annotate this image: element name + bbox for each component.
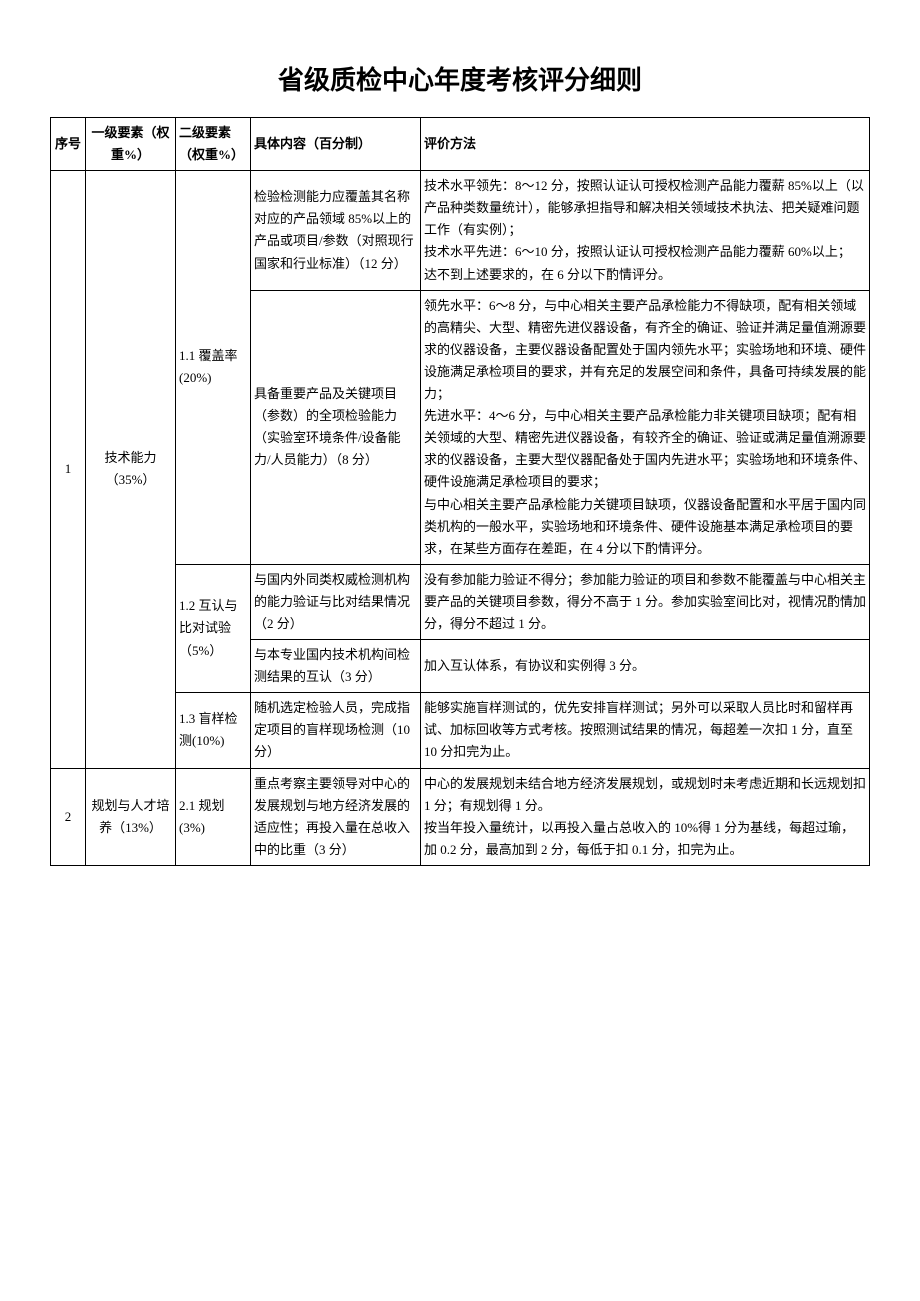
cell-content-21: 重点考察主要领导对中心的发展规划与地方经济发展的适应性；再投入量在总收入中的比重… <box>251 768 421 865</box>
cell-content-11a: 检验检测能力应覆盖其名称对应的产品领域 85%以上的产品或项目/参数（对照现行国… <box>251 171 421 290</box>
page-title: 省级质检中心年度考核评分细则 <box>50 60 870 97</box>
table-row: 1 技术能力（35%） 1.1 覆盖率(20%) 检验检测能力应覆盖其名称对应的… <box>51 171 870 290</box>
cell-l2-21: 2.1 规划(3%) <box>176 768 251 865</box>
header-l1: 一级要素（权重%） <box>86 118 176 171</box>
header-eval: 评价方法 <box>421 118 870 171</box>
cell-eval-12a: 没有参加能力验证不得分；参加能力验证的项目和参数不能覆盖与中心相关主要产品的关键… <box>421 564 870 639</box>
header-seq: 序号 <box>51 118 86 171</box>
cell-l1-1: 技术能力（35%） <box>86 171 176 768</box>
cell-seq-1: 1 <box>51 171 86 768</box>
cell-l2-12: 1.2 互认与比对试验（5%） <box>176 564 251 692</box>
cell-eval-11b: 领先水平：6～8 分，与中心相关主要产品承检能力不得缺项，配有相关领域的高精尖、… <box>421 290 870 564</box>
header-content: 具体内容（百分制） <box>251 118 421 171</box>
cell-l2-11: 1.1 覆盖率(20%) <box>176 171 251 565</box>
cell-eval-12b: 加入互认体系，有协议和实例得 3 分。 <box>421 640 870 693</box>
header-l2: 二级要素（权重%） <box>176 118 251 171</box>
cell-seq-2: 2 <box>51 768 86 865</box>
table-row: 2 规划与人才培养（13%） 2.1 规划(3%) 重点考察主要领导对中心的发展… <box>51 768 870 865</box>
cell-content-12a: 与国内外同类权威检测机构的能力验证与比对结果情况（2 分） <box>251 564 421 639</box>
cell-eval-21: 中心的发展规划未结合地方经济发展规划，或规划时未考虑近期和长远规划扣 1 分；有… <box>421 768 870 865</box>
scoring-table: 序号 一级要素（权重%） 二级要素（权重%） 具体内容（百分制） 评价方法 1 … <box>50 117 870 866</box>
cell-content-13: 随机选定检验人员，完成指定项目的盲样现场检测（10 分） <box>251 693 421 768</box>
cell-content-12b: 与本专业国内技术机构间检测结果的互认（3 分） <box>251 640 421 693</box>
table-header-row: 序号 一级要素（权重%） 二级要素（权重%） 具体内容（百分制） 评价方法 <box>51 118 870 171</box>
cell-eval-13: 能够实施盲样测试的，优先安排盲样测试；另外可以采取人员比时和留样再试、加标回收等… <box>421 693 870 768</box>
cell-l1-2: 规划与人才培养（13%） <box>86 768 176 865</box>
cell-content-11b: 具备重要产品及关键项目（参数）的全项检验能力（实验室环境条件/设备能力/人员能力… <box>251 290 421 564</box>
cell-l2-13: 1.3 盲样检测(10%) <box>176 693 251 768</box>
cell-eval-11a: 技术水平领先：8～12 分，按照认证认可授权检测产品能力覆薪 85%以上（以产品… <box>421 171 870 290</box>
